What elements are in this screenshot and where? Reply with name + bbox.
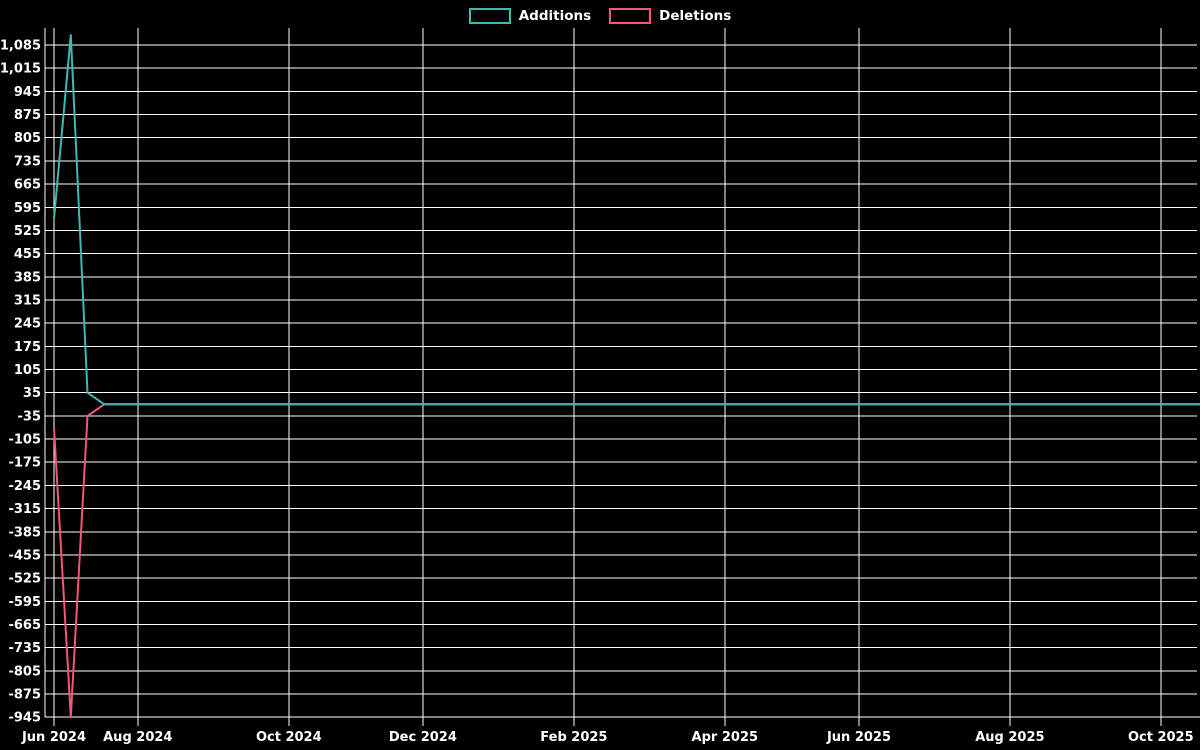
y-tick-label: 875 bbox=[14, 108, 41, 123]
y-tick-label: 525 bbox=[14, 224, 41, 239]
y-tick-label: 805 bbox=[14, 131, 41, 146]
x-tick-label: Oct 2024 bbox=[256, 730, 322, 745]
y-tick-label: 35 bbox=[23, 386, 41, 401]
y-tick-label: -805 bbox=[8, 664, 41, 679]
y-tick-label: -385 bbox=[8, 525, 41, 540]
y-tick-label: 735 bbox=[14, 154, 41, 169]
x-tick-label: Jun 2024 bbox=[21, 730, 86, 745]
y-tick-label: -665 bbox=[8, 618, 41, 633]
y-tick-label: -735 bbox=[8, 641, 41, 656]
y-tick-label: 1,015 bbox=[0, 62, 41, 77]
y-tick-label: 1,085 bbox=[0, 39, 41, 54]
deletions-swatch-icon bbox=[609, 8, 652, 24]
y-tick-label: 385 bbox=[14, 270, 41, 285]
deletions-line bbox=[53, 403, 1200, 719]
y-tick-label: -35 bbox=[18, 409, 42, 424]
y-tick-label: -105 bbox=[8, 433, 41, 448]
y-tick-label: 105 bbox=[14, 363, 41, 378]
chart-legend: Additions Deletions bbox=[0, 8, 1200, 24]
y-tick-label: -945 bbox=[8, 711, 41, 726]
y-tick-label: -315 bbox=[8, 502, 41, 517]
x-tick-label: Aug 2024 bbox=[103, 730, 172, 745]
x-tick-label: Dec 2024 bbox=[389, 730, 457, 745]
x-tick-label: Apr 2025 bbox=[692, 730, 759, 745]
y-tick-label: 175 bbox=[14, 340, 41, 355]
additions-legend-label: Additions bbox=[518, 8, 592, 24]
y-tick-label: -245 bbox=[8, 479, 41, 494]
x-tick-label: Oct 2025 bbox=[1128, 730, 1194, 745]
additions-swatch-icon bbox=[468, 8, 511, 24]
legend-item-deletions[interactable]: Deletions bbox=[609, 8, 731, 24]
y-tick-label: -525 bbox=[8, 572, 41, 587]
y-tick-label: 245 bbox=[14, 317, 41, 332]
y-tick-label: 945 bbox=[14, 85, 41, 100]
y-tick-label: -875 bbox=[8, 688, 41, 703]
legend-item-additions[interactable]: Additions bbox=[468, 8, 592, 24]
y-tick-label: 455 bbox=[14, 247, 41, 262]
y-tick-label: -595 bbox=[8, 595, 41, 610]
additions-line bbox=[53, 34, 1200, 406]
y-tick-label: -455 bbox=[8, 548, 41, 563]
y-tick-label: 315 bbox=[14, 294, 41, 309]
x-tick-label: Aug 2025 bbox=[975, 730, 1044, 745]
x-tick-label: Feb 2025 bbox=[540, 730, 607, 745]
deletions-legend-label: Deletions bbox=[659, 8, 732, 24]
y-tick-label: 595 bbox=[14, 201, 41, 216]
y-tick-label: -175 bbox=[8, 456, 41, 471]
x-tick-label: Jun 2025 bbox=[826, 730, 891, 745]
y-tick-label: 665 bbox=[14, 178, 41, 193]
